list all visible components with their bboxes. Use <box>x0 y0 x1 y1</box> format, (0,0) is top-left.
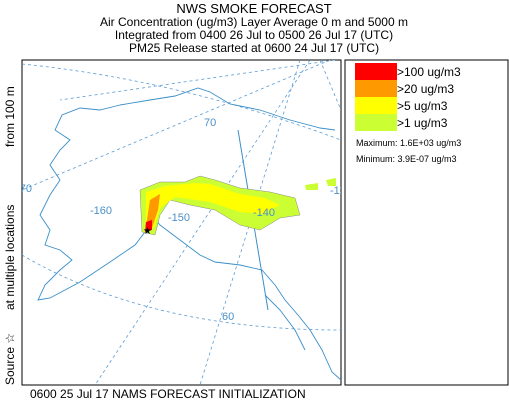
map-label: -140 <box>253 207 275 219</box>
legend-label: >1 ug/m3 <box>397 116 448 130</box>
coastline <box>37 87 341 381</box>
legend-swatch <box>355 80 397 97</box>
title: NWS SMOKE FORECAST <box>176 1 331 16</box>
legend-swatch <box>355 97 397 114</box>
plume-5 <box>146 183 280 228</box>
legend-label: >100 ug/m3 <box>397 65 461 79</box>
map-label: -160 <box>90 205 112 217</box>
graticule <box>94 60 311 385</box>
map-label: 70 <box>204 117 216 129</box>
map-label: 60 <box>222 311 234 323</box>
side-label: Source ☆ at multiple locations from 100 … <box>3 86 17 385</box>
legend-min: Minimum: 3.9E-07 ug/m3 <box>356 154 457 164</box>
legend-label: >5 ug/m3 <box>397 99 448 113</box>
plume-100 <box>145 220 152 232</box>
legend-swatch <box>355 63 397 80</box>
legend-swatch <box>355 114 397 131</box>
graticule <box>22 63 341 141</box>
map-frame <box>21 59 342 386</box>
subtitle: Air Concentration (ug/m3) Layer Average … <box>100 15 408 29</box>
subtitle: Integrated from 0400 26 Jul to 0500 26 J… <box>115 28 393 42</box>
locations-label: at multiple locations <box>3 205 17 310</box>
plume-patch <box>305 178 336 190</box>
source-label: Source ☆ <box>3 333 17 385</box>
subtitle: PM25 Release started at 0600 24 Jul 17 (… <box>129 41 379 55</box>
graticule <box>59 60 336 101</box>
legend: >100 ug/m3 >20 ug/m3 >5 ug/m3 >1 ug/m3 <box>355 63 461 131</box>
graticule <box>22 60 331 191</box>
map-label: -170 <box>10 183 32 195</box>
map-label: -150 <box>168 212 190 224</box>
plume-20 <box>146 194 160 228</box>
map-label: -130 <box>330 185 352 197</box>
map: ★ 70 -170 -160 -150 -140 -130 60 <box>10 60 352 385</box>
graticule <box>22 254 341 331</box>
height-label: from 100 m <box>3 86 17 147</box>
footer: 0600 25 Jul 17 NAMS FORECAST INITIALIZAT… <box>30 387 306 401</box>
legend-label: >20 ug/m3 <box>397 82 454 96</box>
legend-max: Maximum: 1.6E+03 ug/m3 <box>356 138 461 148</box>
source-marker: ★ <box>143 226 152 237</box>
